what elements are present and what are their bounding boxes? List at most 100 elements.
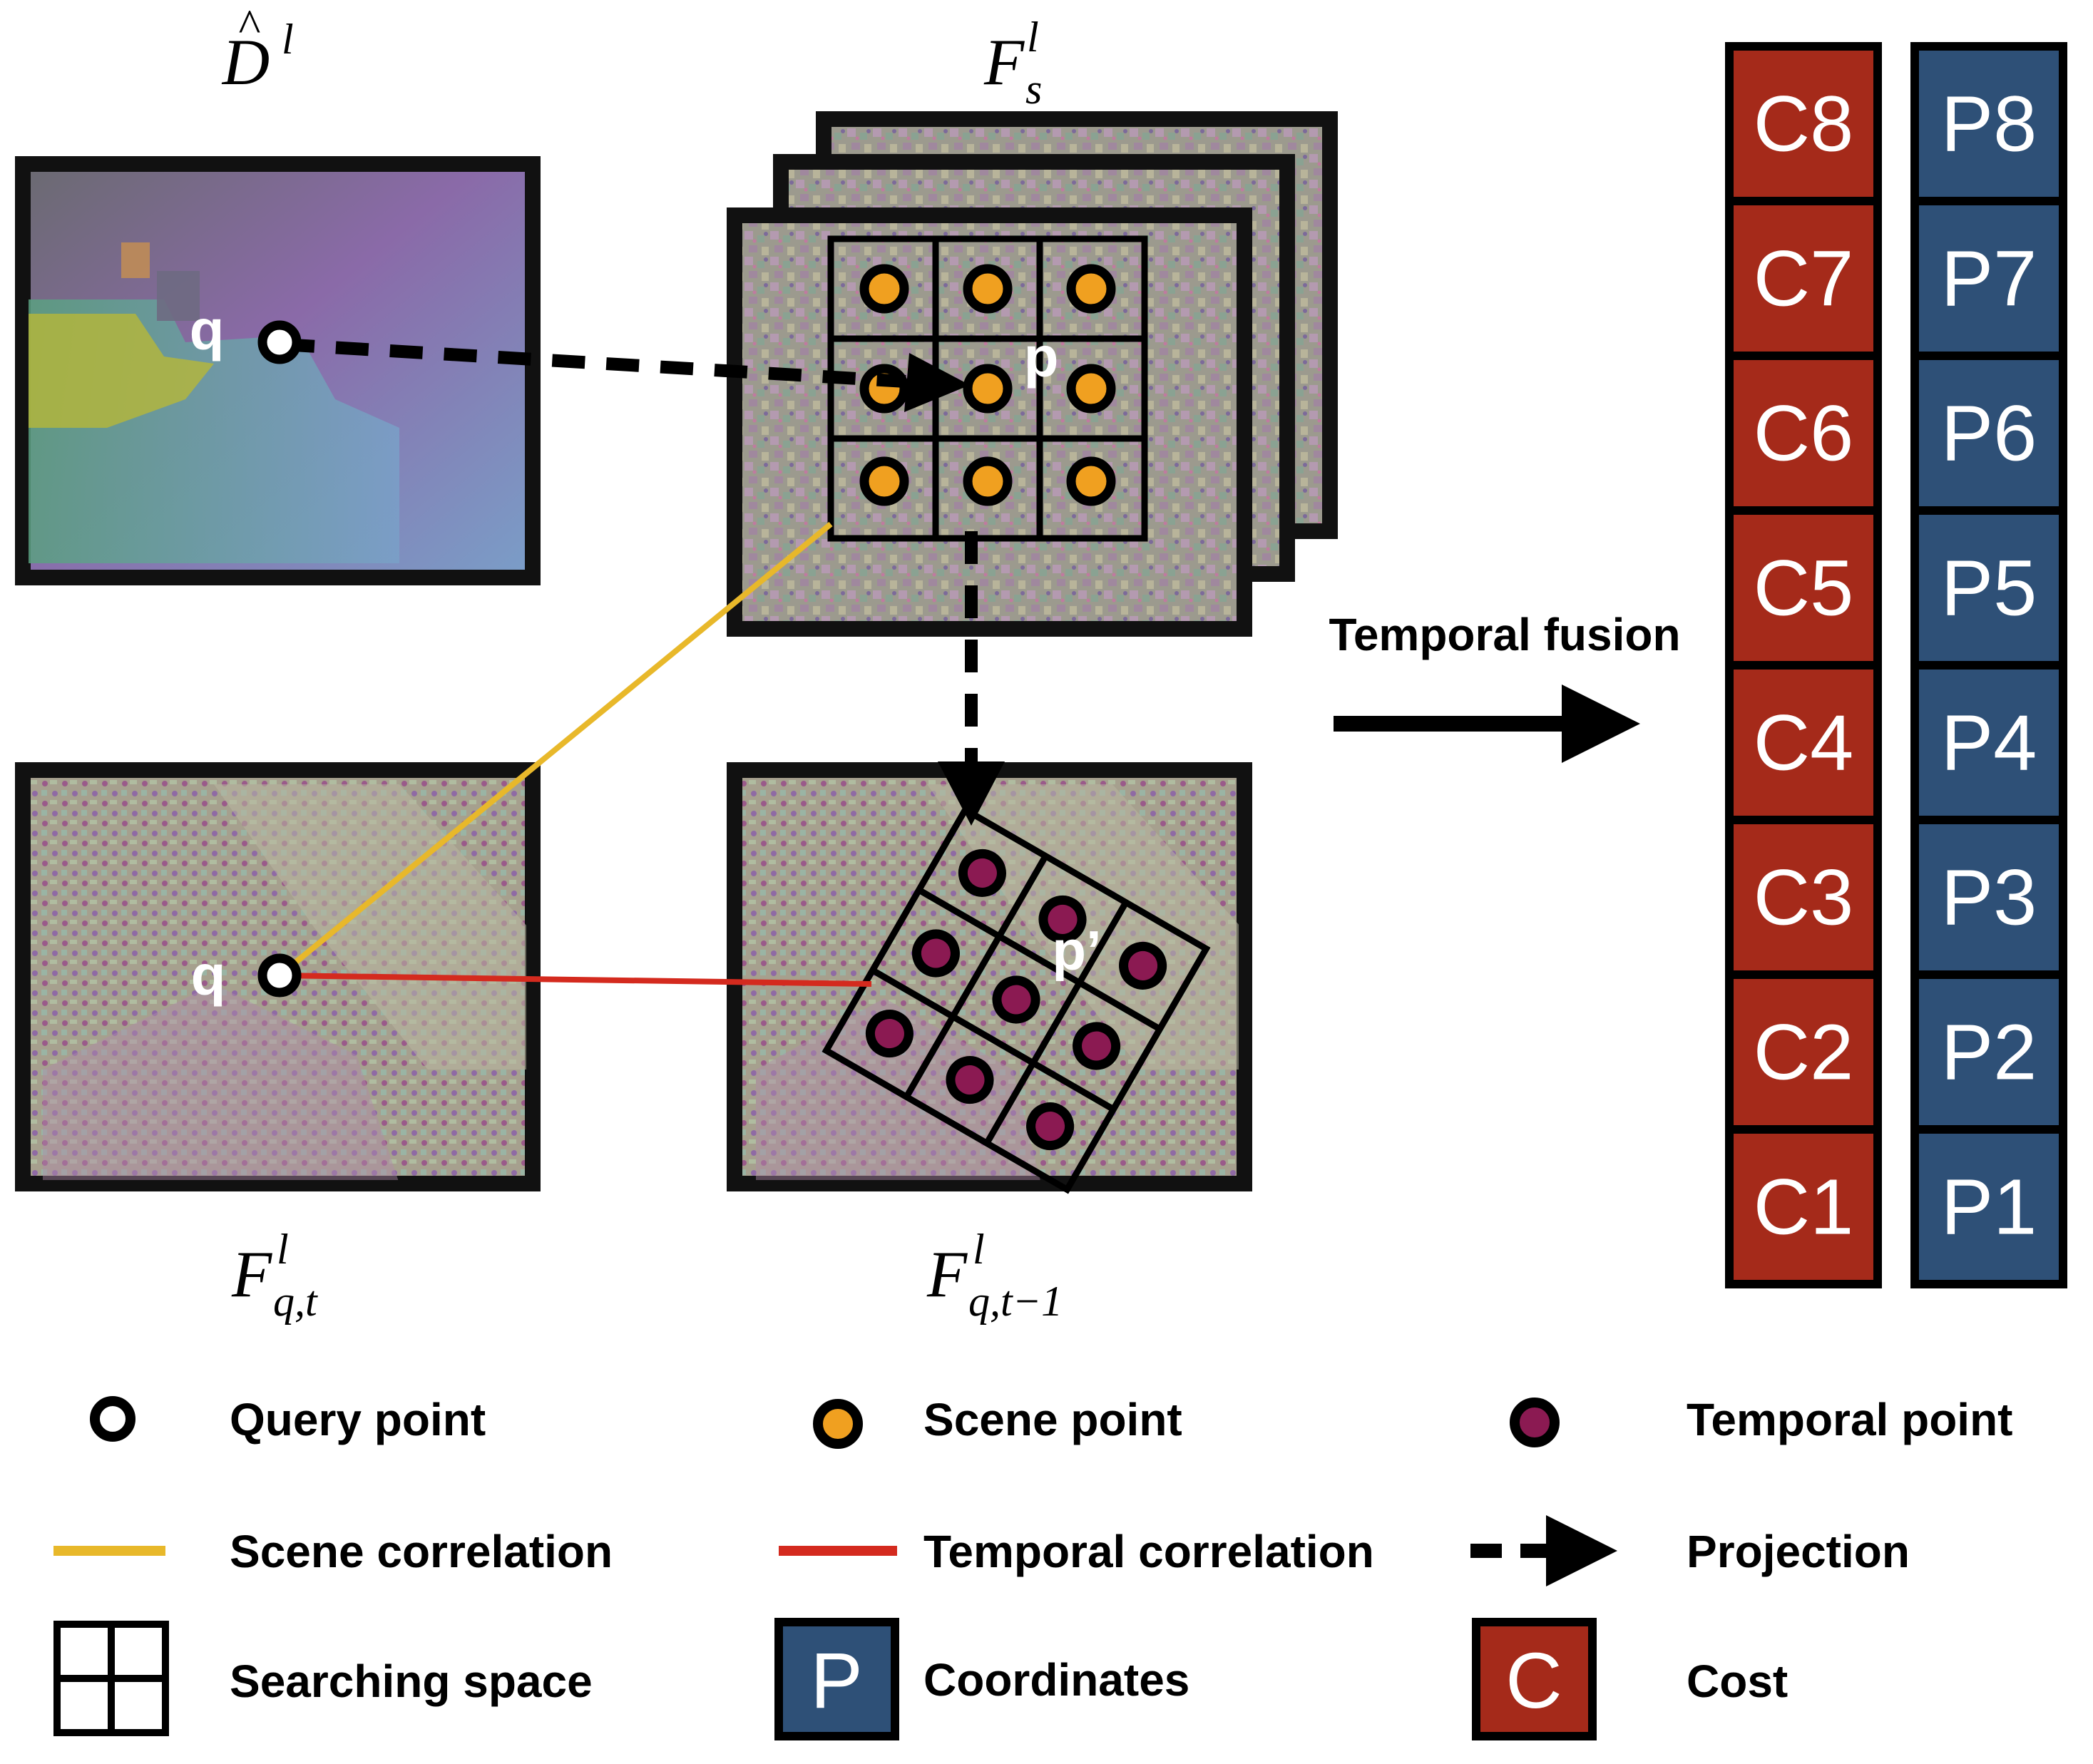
svg-text:D: D <box>221 26 270 98</box>
cost-cell: C7 <box>1725 197 1882 360</box>
query-label-bottom: q <box>191 943 226 1007</box>
scene-point <box>859 264 909 314</box>
cost-label: C1 <box>1754 1164 1854 1251</box>
scene-point <box>963 264 1013 314</box>
cost-cell: C8 <box>1725 42 1882 205</box>
legend-temporal-correlation-label: Temporal correlation <box>923 1526 1374 1577</box>
temporal-point <box>1026 1102 1075 1151</box>
temporal-correlation-line <box>279 973 872 987</box>
svg-text:l: l <box>277 1226 289 1273</box>
cost-label: C4 <box>1754 699 1854 787</box>
svg-text:q,t: q,t <box>273 1278 318 1325</box>
svg-text:C: C <box>1505 1637 1562 1725</box>
projection-arrow-horizontal <box>281 338 970 412</box>
query-label-top: q <box>190 298 225 361</box>
legend-cost-label: Cost <box>1687 1656 1788 1707</box>
temporal-search-grid <box>822 805 1211 1194</box>
cost-label: C5 <box>1754 545 1854 632</box>
legend-scene-point-icon <box>813 1399 863 1449</box>
legend-scene-point-label: Scene point <box>923 1394 1182 1445</box>
coordinate-cell: P3 <box>1910 816 2067 979</box>
svg-text:F: F <box>231 1238 272 1311</box>
svg-text:l: l <box>282 16 294 63</box>
temporal-point <box>1119 941 1167 990</box>
legend-coordinates-label: Coordinates <box>923 1654 1189 1706</box>
legend-temporal-point-label: Temporal point <box>1687 1394 2012 1445</box>
coordinate-label: P5 <box>1941 545 2037 632</box>
svg-text:q,t−1: q,t−1 <box>968 1278 1063 1325</box>
legend-query-point-icon <box>90 1396 135 1442</box>
scene-points <box>859 264 1116 506</box>
cost-cell: C1 <box>1725 1125 1882 1288</box>
coordinate-label: P4 <box>1941 699 2037 787</box>
previous-feature-panel <box>727 762 1252 1191</box>
temporal-point <box>946 1056 994 1104</box>
legend-searching-space-label: Searching space <box>230 1656 593 1707</box>
coordinate-cell: P1 <box>1910 1125 2067 1288</box>
depth-map-title: D ^ l <box>221 0 294 98</box>
legend-searching-space-icon <box>53 1621 169 1736</box>
svg-text:^: ^ <box>237 0 260 52</box>
coordinate-label: P6 <box>1941 390 2037 478</box>
temporal-point <box>1038 895 1087 943</box>
coordinate-label: P1 <box>1941 1164 2037 1251</box>
cost-label: C3 <box>1754 854 1854 942</box>
query-features-title: F l q,t <box>231 1226 318 1325</box>
coordinate-label: P8 <box>1941 81 2037 168</box>
coordinate-label: P2 <box>1941 1009 2037 1097</box>
svg-text:s: s <box>1025 66 1042 113</box>
cost-label: C7 <box>1754 235 1854 323</box>
cost-label: C2 <box>1754 1009 1854 1097</box>
temporal-point <box>958 848 1006 897</box>
projection-arrow-vertical <box>938 531 1005 826</box>
cost-cell: C2 <box>1725 970 1882 1134</box>
coordinate-cell: P2 <box>1910 970 2067 1134</box>
svg-text:l: l <box>973 1226 985 1273</box>
temporal-point <box>865 1010 914 1058</box>
scene-point <box>1066 264 1116 314</box>
temporal-center-label: p’ <box>1052 919 1101 982</box>
cost-label: C8 <box>1754 81 1854 168</box>
cost-cell: C6 <box>1725 352 1882 515</box>
scene-point <box>1066 456 1116 506</box>
svg-text:F: F <box>983 26 1025 98</box>
query-point-bottom <box>257 953 302 998</box>
coordinate-cell: P4 <box>1910 661 2067 824</box>
svg-text:P: P <box>810 1637 862 1725</box>
legend-scene-correlation-label: Scene correlation <box>230 1526 613 1577</box>
coordinate-cell: P8 <box>1910 42 2067 205</box>
scene-point <box>963 456 1013 506</box>
scene-feature-stack <box>727 111 1338 637</box>
scene-features-title: F l s <box>983 14 1042 113</box>
scene-search-grid <box>827 235 1148 542</box>
cost-stack: C8 C7 C6 C5 C4 C3 C2 C1 <box>1725 42 1882 1288</box>
cost-label: C6 <box>1754 390 1854 478</box>
previous-features-title: F l q,t−1 <box>926 1226 1063 1325</box>
scene-point <box>963 364 1013 414</box>
coordinate-label: P3 <box>1941 854 2037 942</box>
legend-projection-label: Projection <box>1687 1526 1910 1577</box>
query-point-top <box>257 320 302 364</box>
legend-projection-icon <box>1470 1515 1617 1586</box>
scene-point <box>1066 364 1116 414</box>
temporal-fusion-arrow <box>1334 684 1640 763</box>
cost-cell: C4 <box>1725 661 1882 824</box>
coordinate-cell: P6 <box>1910 352 2067 515</box>
coordinate-stack: P8 P7 P6 P5 P4 P3 P2 P1 <box>1910 42 2067 1288</box>
svg-text:F: F <box>926 1238 968 1311</box>
temporal-fusion-label: Temporal fusion <box>1329 609 1680 660</box>
scene-center-label: p <box>1024 325 1059 389</box>
depth-map-panel <box>15 156 541 585</box>
temporal-point <box>1073 1022 1121 1070</box>
legend: Query point Scene point Temporal point S… <box>53 1394 2012 1740</box>
scene-correlation-line <box>277 521 833 978</box>
scene-point <box>859 456 909 506</box>
temporal-point <box>992 975 1040 1024</box>
temporal-points <box>865 848 1167 1151</box>
legend-coordinates-icon: P <box>774 1618 899 1740</box>
coordinate-cell: P7 <box>1910 197 2067 360</box>
legend-cost-icon: C <box>1472 1618 1597 1740</box>
svg-text:l: l <box>1027 14 1039 61</box>
coordinate-label: P7 <box>1941 235 2037 323</box>
